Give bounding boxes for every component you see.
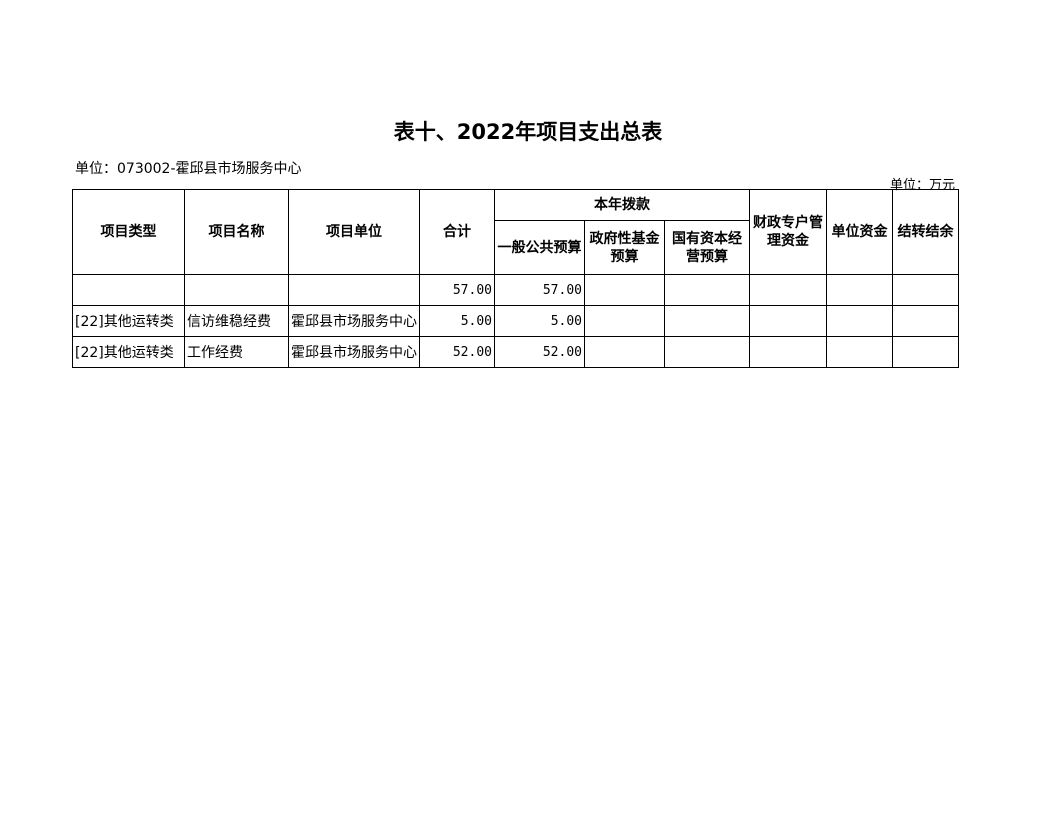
cell-gov-fund xyxy=(584,336,665,368)
header-carryover: 结转结余 xyxy=(892,189,959,275)
cell-type: [22]其他运转类 xyxy=(72,336,185,368)
header-unit: 项目单位 xyxy=(288,189,420,275)
cell-general: 52.00 xyxy=(494,336,585,368)
header-appropriation: 本年拨款 xyxy=(494,189,750,221)
cell-name xyxy=(184,274,289,306)
header-gov-fund: 政府性基金预算 xyxy=(584,220,665,275)
cell-carryover xyxy=(892,305,959,337)
cell-type: [22]其他运转类 xyxy=(72,305,185,337)
table-row: [22]其他运转类 工作经费 霍邱县市场服务中心 52.00 52.00 xyxy=(72,336,959,368)
cell-unit xyxy=(288,274,420,306)
cell-gov-fund xyxy=(584,274,665,306)
header-fiscal-special: 财政专户管理资金 xyxy=(749,189,827,275)
header-name: 项目名称 xyxy=(184,189,289,275)
cell-type xyxy=(72,274,185,306)
cell-unit-funds xyxy=(826,274,893,306)
cell-name: 工作经费 xyxy=(184,336,289,368)
cell-unit: 霍邱县市场服务中心 xyxy=(288,305,420,337)
project-expenditure-table: 项目类型 项目名称 项目单位 合计 本年拨款 财政专户管理资金 单位资金 结转结… xyxy=(72,189,959,368)
cell-general: 57.00 xyxy=(494,274,585,306)
header-total: 合计 xyxy=(419,189,495,275)
table-row: 57.00 57.00 xyxy=(72,274,959,306)
cell-state-capital xyxy=(664,274,750,306)
cell-total: 57.00 xyxy=(419,274,495,306)
cell-unit-funds xyxy=(826,305,893,337)
cell-total: 52.00 xyxy=(419,336,495,368)
cell-fiscal-special xyxy=(749,305,827,337)
cell-carryover xyxy=(892,274,959,306)
header-general: 一般公共预算 xyxy=(494,220,585,275)
page-title: 表十、2022年项目支出总表 xyxy=(393,120,663,144)
header-unit-funds: 单位资金 xyxy=(826,189,893,275)
cell-fiscal-special xyxy=(749,274,827,306)
cell-unit: 霍邱县市场服务中心 xyxy=(288,336,420,368)
unit-label: 单位：073002-霍邱县市场服务中心 xyxy=(75,161,302,177)
cell-carryover xyxy=(892,336,959,368)
cell-fiscal-special xyxy=(749,336,827,368)
cell-total: 5.00 xyxy=(419,305,495,337)
header-state-capital: 国有资本经营预算 xyxy=(664,220,750,275)
cell-state-capital xyxy=(664,305,750,337)
table-row: [22]其他运转类 信访维稳经费 霍邱县市场服务中心 5.00 5.00 xyxy=(72,305,959,337)
header-type: 项目类型 xyxy=(72,189,185,275)
cell-state-capital xyxy=(664,336,750,368)
cell-unit-funds xyxy=(826,336,893,368)
cell-gov-fund xyxy=(584,305,665,337)
cell-name: 信访维稳经费 xyxy=(184,305,289,337)
cell-general: 5.00 xyxy=(494,305,585,337)
